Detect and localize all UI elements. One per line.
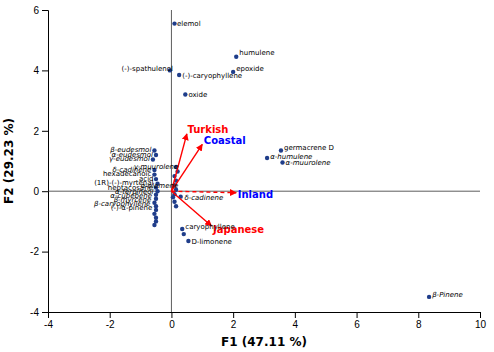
x-tick: -2: [106, 312, 115, 330]
point-label: D-limonene: [191, 238, 231, 246]
y-tick-mark: [42, 70, 48, 71]
point-label: α-muurolene: [286, 159, 331, 167]
point-label: epoxide: [236, 65, 264, 73]
arrow-label: Inland: [238, 189, 273, 200]
point: [180, 227, 184, 231]
x-tick: 2: [231, 312, 237, 330]
point: [186, 239, 190, 243]
point: [154, 153, 158, 157]
y-tick-label: -4: [30, 307, 39, 318]
y-axis: -4 -2 0 2 4 6: [30, 5, 48, 318]
x-tick: 8: [416, 312, 422, 330]
data-layer: [48, 10, 480, 312]
point-label: (-)-caryophyllene: [182, 72, 242, 80]
y-tick: 6: [33, 5, 48, 16]
x-tick: -4: [44, 312, 53, 330]
arrow-label: Turkish: [187, 124, 228, 135]
x-tick-label: 2: [231, 319, 237, 330]
point-label: (-)-α-pinene: [111, 204, 153, 212]
x-tick: 10: [475, 312, 487, 330]
point: [182, 232, 186, 236]
x-tick: 0: [169, 312, 175, 330]
y-tick: -4: [30, 307, 48, 318]
x-tick-label: 8: [416, 319, 422, 330]
x-tick: 6: [354, 312, 360, 330]
y-tick-mark: [42, 10, 48, 11]
zero-line-vertical: [171, 10, 172, 312]
point: [154, 208, 158, 212]
x-tick-label: 6: [354, 319, 360, 330]
y-tick: 0: [33, 186, 48, 197]
x-tick-mark: [233, 312, 234, 318]
x-tick-mark: [295, 312, 296, 318]
point: [172, 200, 176, 204]
point: [265, 156, 269, 160]
point-label: oxide: [188, 91, 207, 99]
point: [152, 212, 156, 216]
point: [234, 55, 238, 59]
labels: TurkishCoastalInlandJapaneseelemol(-)-sp…: [94, 20, 463, 299]
y-tick-mark: [42, 312, 48, 313]
x-tick-label: -2: [106, 319, 115, 330]
y-tick-mark: [42, 131, 48, 132]
y-tick: -2: [30, 246, 48, 257]
chart: -4-20246810-4-20246TurkishCoastalInlandJ…: [0, 0, 494, 352]
y-axis-title: F2 (29.23 %): [2, 118, 16, 204]
x-tick-mark: [418, 312, 419, 318]
point: [174, 204, 178, 208]
point: [427, 295, 431, 299]
y-tick-mark: [42, 191, 48, 192]
point: [154, 197, 158, 201]
y-tick-label: 4: [33, 65, 39, 76]
y-tick-mark: [42, 252, 48, 253]
point: [280, 160, 284, 164]
point-label: elemol: [177, 20, 201, 28]
point-label: γ-muurolene: [134, 163, 179, 171]
point-label: caryophyllene: [185, 223, 234, 231]
y-axis-line: [42, 11, 49, 313]
arrow-label: Coastal: [204, 135, 246, 146]
point: [171, 195, 175, 199]
arrow: [171, 191, 236, 193]
x-tick-mark: [357, 312, 358, 318]
point-label: α-elemene: [141, 182, 179, 190]
point-label: germacrene D: [284, 144, 334, 152]
point-label: (-)-spathulenol: [122, 65, 173, 73]
x-tick-label: 10: [475, 319, 487, 330]
x-tick-label: 0: [169, 319, 175, 330]
x-tick-label: -4: [44, 319, 53, 330]
point: [177, 73, 181, 77]
x-tick-label: 4: [293, 319, 299, 330]
y-tick: 2: [33, 126, 48, 137]
plot-area: -4-20246810-4-20246TurkishCoastalInlandJ…: [30, 5, 486, 330]
point-label: humulene: [239, 49, 274, 57]
point-label: β-Pinene: [432, 291, 463, 299]
x-tick: 4: [293, 312, 299, 330]
point: [152, 223, 156, 227]
x-axis: -4 -2 0 2 4 6 8 10: [44, 312, 486, 330]
y-tick-label: 0: [33, 186, 39, 197]
x-tick-mark: [110, 312, 111, 318]
point: [154, 193, 158, 197]
y-tick-label: 6: [33, 5, 39, 16]
x-tick-mark: [171, 312, 172, 318]
y-tick-label: 2: [33, 126, 39, 137]
y-tick-label: -2: [30, 246, 39, 257]
x-axis-line: [49, 313, 481, 319]
x-tick-mark: [480, 312, 481, 318]
y-tick: 4: [33, 65, 48, 76]
point: [183, 92, 187, 96]
point-label: δ-cadinene: [184, 194, 223, 202]
x-axis-title: F1 (47.11 %): [221, 335, 307, 349]
